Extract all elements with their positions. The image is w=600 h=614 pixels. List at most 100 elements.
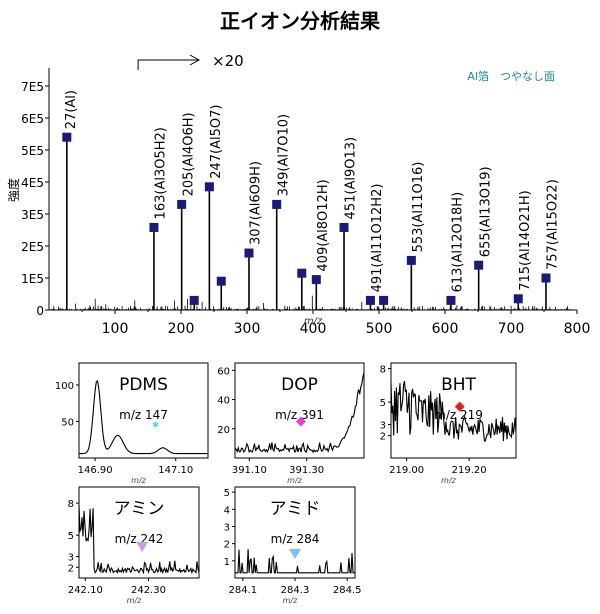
page-title: 正イオン分析結果 xyxy=(220,9,380,33)
inset-trace xyxy=(78,505,200,575)
inset-marker xyxy=(454,401,465,412)
peak-marker xyxy=(297,268,307,278)
scale-arrow-head xyxy=(189,54,201,66)
peak-label: 307(Al6O9H) xyxy=(249,161,264,245)
inset-y-tick-label: 8 xyxy=(380,365,386,376)
peak-marker xyxy=(216,276,226,286)
y-tick-label: 6E5 xyxy=(21,112,44,126)
y-tick-label: 7E5 xyxy=(21,80,44,94)
inset-title: PDMS xyxy=(119,375,168,395)
y-tick-label: 0 xyxy=(36,304,44,318)
peak-label: 205(Al4O6H) xyxy=(181,112,196,196)
inset-x-axis-label: m/z xyxy=(127,596,142,605)
peak-marker xyxy=(365,295,375,305)
inset-title: アミン xyxy=(114,499,165,519)
inset-y-tick-label: 1 xyxy=(224,557,230,568)
peak-marker xyxy=(189,295,199,305)
inset-marker-label: m/z 219 xyxy=(434,408,483,422)
inset-y-tick-label: 2 xyxy=(380,432,386,443)
inset-y-tick-label: 40 xyxy=(217,396,230,407)
inset-marker xyxy=(289,548,301,559)
y-tick-label: 2E5 xyxy=(21,240,44,254)
peak-label: 715(Al14O21H) xyxy=(518,190,533,291)
peak-marker xyxy=(446,295,456,305)
peak-marker xyxy=(541,273,551,283)
inset-frame xyxy=(234,362,365,459)
inset-y-tick-label: 8 xyxy=(68,499,74,510)
y-tick-label: 5E5 xyxy=(21,144,44,158)
peak-label: 553(Al11O16) xyxy=(411,162,426,253)
scale-label: ×20 xyxy=(212,52,244,70)
inset-x-tick-label: 242.10 xyxy=(68,585,103,596)
inset-x-tick-label: 284.3 xyxy=(281,585,310,596)
inset-y-tick-label: 3 xyxy=(380,420,386,431)
inset-trace xyxy=(390,380,517,442)
inset-x-axis-label: m/z xyxy=(131,476,146,485)
peak-label: 757(Al15O22) xyxy=(546,179,561,270)
inset-x-tick-label: 147.10 xyxy=(158,465,193,476)
inset-y-tick-label: 100 xyxy=(55,381,74,392)
inset-frame xyxy=(390,362,517,459)
inset-frame xyxy=(78,486,200,579)
peak-marker xyxy=(204,182,214,192)
inset-title: BHT xyxy=(441,375,476,395)
peak-label: 409(Al8O12H) xyxy=(316,179,331,271)
inset-x-axis-label: m/z xyxy=(283,596,298,605)
inset-marker: * xyxy=(152,420,159,435)
inset-y-tick-label: 2 xyxy=(224,540,230,551)
x-tick-label: 700 xyxy=(498,321,525,337)
y-axis-label: 強度 xyxy=(6,178,21,202)
inset-y-tick-label: 20 xyxy=(217,425,230,436)
y-tick-label: 1E5 xyxy=(21,272,44,286)
inset-trace xyxy=(79,379,208,455)
scale-arrow xyxy=(137,59,198,70)
x-tick-label: 800 xyxy=(564,321,591,337)
inset-marker-label: m/z 242 xyxy=(115,532,164,546)
inset-y-tick-label: 2 xyxy=(68,563,74,574)
x-tick-label: 300 xyxy=(234,321,261,337)
inset-x-tick-label: 391.10 xyxy=(232,465,267,476)
peak-marker xyxy=(474,260,484,270)
peak-label: 163(Al3O5H2) xyxy=(154,127,169,219)
inset-y-tick-label: 5 xyxy=(68,531,74,542)
peak-marker xyxy=(339,222,349,232)
y-tick-label: 3E5 xyxy=(21,208,44,222)
peak-label: 655(Al13O19) xyxy=(478,166,493,257)
peak-label: 451(Al9O13) xyxy=(344,137,359,220)
x-tick-label: 400 xyxy=(300,321,327,337)
inset-y-tick-label: 3 xyxy=(68,553,74,564)
inset-marker-label: m/z 284 xyxy=(271,532,320,546)
inset-y-tick-label: 60 xyxy=(217,366,230,377)
inset-trace xyxy=(234,372,365,454)
inset-x-tick-label: 284.1 xyxy=(229,585,258,596)
peak-marker xyxy=(406,255,416,265)
peak-marker xyxy=(177,199,187,209)
inset-marker xyxy=(136,541,149,552)
inset-title: アミド xyxy=(270,499,321,519)
peak-marker xyxy=(513,294,523,304)
peak-marker xyxy=(62,132,72,142)
peak-label: 247(Al5O7) xyxy=(209,105,224,179)
inset-y-tick-label: 50 xyxy=(61,417,74,428)
inset-x-tick-label: 219.00 xyxy=(389,465,424,476)
inset-y-tick-label: 5 xyxy=(380,398,386,409)
inset-x-axis-label: m/z xyxy=(287,476,302,485)
peak-label: 491(Al11O12H2) xyxy=(370,184,385,293)
inset-y-tick-label: 4 xyxy=(224,505,230,516)
inset-y-tick-label: 3 xyxy=(224,522,230,533)
peak-marker xyxy=(379,295,389,305)
inset-trace xyxy=(235,549,355,574)
chart-subtitle: Al箔 つやなし面 xyxy=(467,69,555,83)
x-tick-label: 200 xyxy=(168,321,195,337)
inset-marker-label: m/z 391 xyxy=(275,408,324,422)
peak-label: 613(Al12O18H) xyxy=(451,192,466,293)
inset-marker xyxy=(295,416,306,427)
inset-y-tick-label: 5 xyxy=(224,488,230,499)
inset-x-tick-label: 146.90 xyxy=(78,465,113,476)
inset-title: DOP xyxy=(281,375,318,395)
inset-x-axis-label: m/z xyxy=(441,476,456,485)
x-tick-label: 100 xyxy=(102,321,129,337)
peak-label: 349(Al7O10) xyxy=(276,114,291,197)
